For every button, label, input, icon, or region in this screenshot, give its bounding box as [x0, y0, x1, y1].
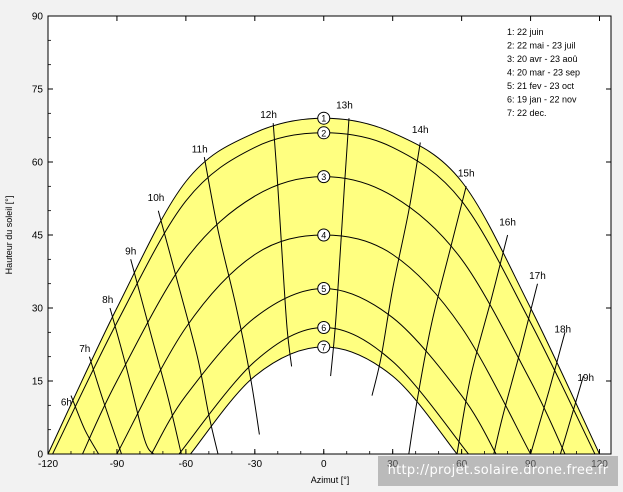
hour-loop-13 — [559, 375, 584, 455]
hour-loop-1 — [88, 356, 122, 455]
hour-label-19h: 19h — [577, 373, 594, 384]
hour-loop-10 — [456, 234, 509, 455]
hour-label-13h: 13h — [336, 100, 353, 111]
hour-loop-5 — [203, 157, 260, 435]
hour-loop-3 — [130, 259, 182, 455]
curve-label-7: 7 — [321, 342, 326, 352]
curve-label-circle-3 — [317, 170, 331, 184]
curve-label-6: 6 — [321, 323, 326, 333]
hour-label-16h: 16h — [499, 217, 516, 228]
legend: 1: 22 juin 2: 22 mai - 23 juil 3: 20 avr -… — [507, 27, 580, 118]
legend-entry: 6: 19 jan - 22 nov — [507, 95, 577, 105]
y-tick-label: 30 — [32, 304, 44, 315]
hour-loop-9 — [408, 186, 467, 455]
hour-label-17h: 17h — [529, 271, 546, 282]
legend-entry: 1: 22 juin — [507, 27, 544, 37]
x-tick-label: 0 — [321, 459, 327, 470]
hour-label-14h: 14h — [412, 125, 429, 136]
curve-label-circle-7 — [317, 340, 331, 354]
x-tick-label: -60 — [179, 459, 194, 470]
x-tick-label: -90 — [110, 459, 125, 470]
hour-loop-2 — [109, 307, 155, 455]
curve-label-circle-2 — [317, 126, 331, 140]
y-axis-label: Hauteur du soleil [°] — [4, 196, 14, 275]
y-tick-label: 0 — [37, 450, 43, 461]
x-tick-label: -120 — [38, 459, 58, 470]
hour-loops — [70, 118, 584, 455]
hour-loop-6 — [272, 123, 293, 367]
x-tick-label: -30 — [248, 459, 263, 470]
curve-label-5: 5 — [321, 284, 326, 294]
y-tick-label: 60 — [32, 158, 44, 169]
hour-label-18h: 18h — [554, 324, 571, 335]
curve-label-1: 1 — [321, 114, 326, 124]
curve-label-circle-5 — [317, 282, 331, 296]
legend-entry: 2: 22 mai - 23 juil — [507, 41, 576, 51]
curve-label-circle-1 — [317, 111, 331, 125]
legend-entry: 5: 21 fev - 23 oct — [507, 81, 575, 91]
legend-entry: 3: 20 avr - 23 aoû — [507, 54, 578, 64]
hour-loop-11 — [493, 283, 538, 455]
y-tick-label: 45 — [32, 231, 44, 242]
curve-label-circle-6 — [317, 320, 331, 334]
y-tick-label: 90 — [32, 12, 44, 23]
hour-label-10h: 10h — [148, 193, 165, 204]
hour-labels: 6h 7h 8h 9h 10h 11h 12h 13h 14h 15h 16h 17h 18h 19h — [61, 100, 594, 408]
y-tick-label: 75 — [32, 85, 44, 96]
legend-entry: 4: 20 mar - 23 sep — [507, 68, 580, 78]
hour-loop-0 — [70, 395, 100, 455]
curve-label-2: 2 — [321, 128, 326, 138]
hour-loop-7 — [330, 118, 350, 377]
hour-label-15h: 15h — [458, 169, 475, 180]
legend-entry: 7: 22 dec. — [507, 108, 547, 118]
x-axis-label: Azimut [°] — [311, 475, 350, 485]
hour-loop-4 — [157, 210, 219, 455]
watermark: http://projet.solaire.drone.free.fr — [378, 456, 618, 486]
y-tick-label: 15 — [32, 377, 44, 388]
curve-label-3: 3 — [321, 172, 326, 182]
hour-label-7h: 7h — [79, 344, 90, 355]
hour-label-12h: 12h — [260, 110, 277, 121]
curve-label-circle-4 — [317, 228, 331, 242]
hour-label-9h: 9h — [125, 246, 136, 257]
hour-label-8h: 8h — [102, 295, 113, 306]
curve-label-4: 4 — [321, 231, 326, 241]
hour-label-6h: 6h — [61, 397, 72, 408]
hour-loop-12 — [530, 332, 566, 455]
hour-label-11h: 11h — [192, 144, 208, 155]
hour-loop-8 — [371, 142, 421, 396]
curve-labels: 1 2 3 4 5 6 7 — [317, 111, 331, 354]
